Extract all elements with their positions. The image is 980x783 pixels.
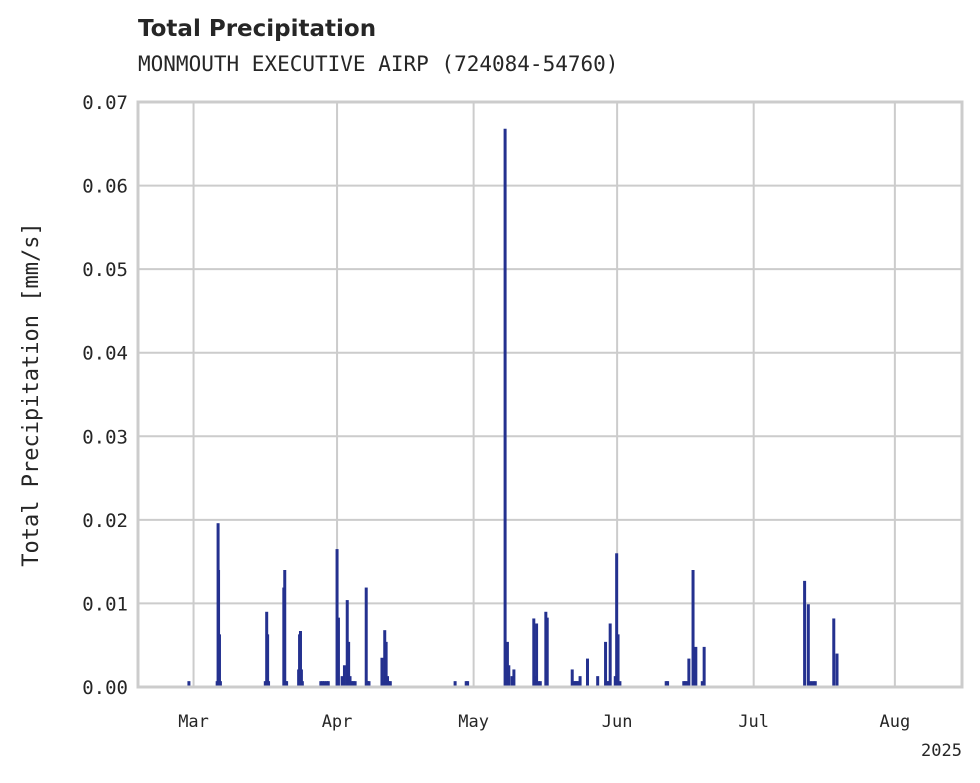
- precip-bar: [388, 681, 392, 687]
- precip-bar: [832, 618, 836, 687]
- precip-bar: [507, 665, 511, 687]
- precip-bar: [596, 676, 600, 687]
- precip-bar: [615, 553, 619, 687]
- precip-bar: [336, 617, 340, 687]
- precip-bar: [285, 681, 289, 687]
- x-tick-label: Jun: [602, 712, 633, 732]
- y-tick-label: 0.05: [82, 259, 128, 281]
- y-tick-label: 0.03: [82, 426, 128, 448]
- chart-title: Total Precipitation: [138, 16, 377, 42]
- precip-bar: [505, 641, 509, 687]
- y-tick-label: 0.06: [82, 176, 128, 198]
- precip-bar: [570, 669, 574, 687]
- precip-bar: [576, 681, 580, 687]
- precip-bar: [342, 665, 346, 687]
- precip-bar: [217, 570, 221, 687]
- precip-bar: [683, 681, 687, 687]
- precip-bar: [323, 681, 327, 687]
- precip-bar: [585, 658, 589, 687]
- precip-bar: [536, 681, 540, 687]
- precip-bar: [503, 128, 507, 687]
- precip-bar: [326, 681, 330, 687]
- precip-bar: [694, 646, 698, 687]
- x-tick-label: Apr: [322, 712, 353, 732]
- precip-bar: [187, 681, 191, 687]
- precip-bar: [283, 570, 287, 687]
- precip-bar: [299, 669, 303, 687]
- precip-bar: [545, 617, 549, 687]
- x-tick-label: Mar: [178, 712, 209, 732]
- precip-bar: [353, 681, 357, 687]
- precip-bar: [808, 681, 812, 687]
- precip-bar: [691, 570, 695, 687]
- y-tick-label: 0.02: [82, 510, 128, 532]
- precip-bar: [347, 641, 351, 687]
- precip-bar: [578, 676, 582, 687]
- bar-series: [187, 128, 839, 687]
- x-tick-label: May: [458, 712, 489, 732]
- y-axis-label: Total Precipitation [mm/s]: [19, 222, 44, 566]
- precip-bar: [806, 604, 810, 687]
- precip-bar: [380, 657, 384, 687]
- plot-frame: [136, 100, 964, 689]
- tick-labels: 0.00 0.01 0.02 0.03 0.04 0.05 0.06 0.07 Mar Apr Ma…: [82, 92, 910, 732]
- y-tick-label: 0.01: [82, 593, 128, 615]
- precip-bar: [298, 631, 302, 687]
- precip-bar: [367, 681, 371, 687]
- precip-bar: [811, 681, 815, 687]
- precip-bar: [319, 681, 323, 687]
- precip-bar: [616, 634, 620, 687]
- precip-bar: [348, 676, 352, 687]
- precip-bar: [532, 618, 536, 687]
- grid-lines: [138, 101, 962, 688]
- precip-bar: [700, 681, 704, 687]
- y-tick-label: 0.04: [82, 343, 128, 365]
- precip-bar: [685, 681, 689, 687]
- precip-bar: [453, 681, 457, 687]
- precip-bar: [340, 676, 344, 687]
- precip-bar: [702, 646, 706, 687]
- year-label: 2025: [921, 741, 962, 761]
- precip-bar: [510, 676, 514, 687]
- precip-bar: [535, 623, 539, 687]
- precip-bar: [813, 681, 817, 687]
- y-tick-label: 0.00: [82, 677, 128, 699]
- precip-bar: [835, 653, 839, 687]
- precip-bar: [538, 681, 542, 687]
- precip-bar: [321, 681, 325, 687]
- precip-bar: [384, 641, 388, 687]
- precip-bar: [364, 587, 368, 687]
- x-tick-label: Jul: [738, 712, 769, 732]
- precip-bar: [512, 669, 516, 687]
- precip-bar: [267, 681, 271, 687]
- precip-bar: [618, 681, 622, 687]
- x-tick-label: Aug: [880, 712, 911, 732]
- y-tick-label: 0.07: [82, 92, 128, 114]
- precip-bar: [608, 623, 612, 687]
- precip-bar: [266, 634, 270, 687]
- chart-subtitle: MONMOUTH EXECUTIVE AIRP (724084-54760): [138, 52, 619, 76]
- precip-bar: [217, 634, 221, 687]
- precip-bar: [604, 641, 608, 687]
- precip-bar: [218, 681, 222, 687]
- precip-bar: [300, 681, 304, 687]
- precip-bar: [666, 681, 670, 687]
- precip-bar: [803, 580, 807, 687]
- precip-bar: [466, 681, 470, 687]
- precip-bar: [351, 681, 355, 687]
- precip-bar: [687, 658, 691, 687]
